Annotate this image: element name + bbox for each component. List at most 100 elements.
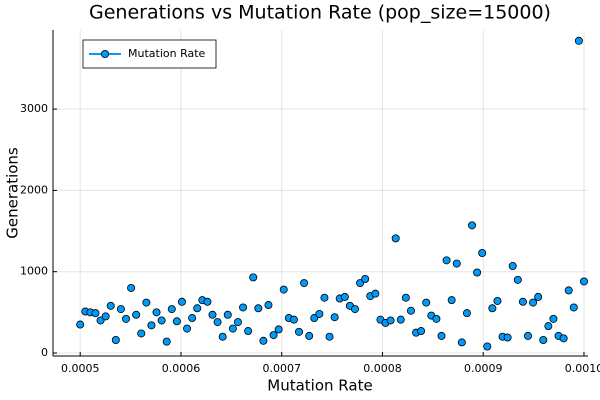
data-point [137, 329, 146, 338]
data-point [330, 313, 339, 322]
data-point [228, 324, 237, 333]
data-point [315, 309, 324, 318]
data-point [534, 292, 543, 301]
data-point [172, 317, 181, 326]
data-point [478, 248, 487, 257]
data-point [437, 331, 446, 340]
data-point [101, 312, 110, 321]
data-point [523, 331, 532, 340]
data-point [549, 314, 558, 323]
data-point [432, 314, 441, 323]
y-tick-label: 2000 [20, 183, 48, 196]
data-point [132, 310, 141, 319]
x-tick-label: 0.0008 [363, 362, 402, 375]
data-point [116, 305, 125, 314]
data-point [422, 298, 431, 307]
data-point [157, 316, 166, 325]
y-axis-label: Generations [4, 147, 22, 239]
data-point [340, 292, 349, 301]
data-point [183, 324, 192, 333]
data-point [508, 262, 517, 271]
data-point [468, 221, 477, 230]
data-point [295, 327, 304, 336]
data-point [305, 331, 314, 340]
data-point [274, 325, 283, 334]
data-point [121, 314, 130, 323]
data-point [147, 321, 156, 330]
legend-marker [101, 50, 110, 59]
data-point [203, 297, 212, 306]
data-point [579, 277, 588, 286]
data-point [544, 322, 553, 331]
data-point [361, 275, 370, 284]
data-point [503, 333, 512, 342]
chart-title: Generations vs Mutation Rate (pop_size=1… [89, 2, 551, 24]
data-point [371, 289, 380, 298]
data-point [325, 332, 334, 341]
data-point [488, 304, 497, 313]
data-point [569, 303, 578, 312]
data-point [106, 301, 115, 310]
data-point [91, 309, 100, 318]
data-point [574, 36, 583, 45]
data-point [539, 335, 548, 344]
y-tick-label: 3000 [20, 102, 48, 115]
data-point [244, 327, 253, 336]
data-point [350, 305, 359, 314]
data-point [264, 301, 273, 310]
data-point [473, 268, 482, 277]
data-point [300, 279, 309, 288]
y-tick-label: 1000 [20, 265, 48, 278]
data-point [457, 338, 466, 347]
data-point [386, 316, 395, 325]
data-point [513, 275, 522, 284]
data-point [111, 335, 120, 344]
data-point [483, 342, 492, 351]
data-point [188, 314, 197, 323]
data-point [452, 259, 461, 268]
x-tick-label: 0.0009 [464, 362, 503, 375]
x-tick-label: 0.0005 [61, 362, 100, 375]
data-point [289, 315, 298, 324]
data-point [564, 286, 573, 295]
data-point [152, 308, 161, 317]
data-point [279, 285, 288, 294]
data-point [249, 273, 258, 282]
data-point [320, 293, 329, 302]
data-point [223, 310, 232, 319]
data-point [269, 331, 278, 340]
legend: Mutation Rate [82, 39, 217, 69]
data-point [559, 334, 568, 343]
data-point [447, 296, 456, 305]
x-tick-label: 0.0006 [162, 362, 201, 375]
x-tick-label: 0.0007 [262, 362, 301, 375]
data-point [233, 318, 242, 327]
data-point [254, 304, 263, 313]
data-point [518, 297, 527, 306]
data-point [417, 327, 426, 336]
data-point [162, 337, 171, 346]
data-point [239, 303, 248, 312]
data-point [127, 283, 136, 292]
data-point [213, 318, 222, 327]
data-point [406, 306, 415, 315]
data-point [76, 320, 85, 329]
data-point [177, 297, 186, 306]
x-axis-label: Mutation Rate [267, 377, 372, 395]
data-point [391, 234, 400, 243]
data-point [259, 336, 268, 345]
x-tick-label: 0.0010 [565, 362, 600, 375]
data-point [462, 309, 471, 318]
data-point [167, 305, 176, 314]
data-point [396, 315, 405, 324]
data-point [193, 304, 202, 313]
y-tick-label: 0 [41, 346, 48, 359]
data-point [529, 298, 538, 307]
data-point [493, 296, 502, 305]
data-point [442, 256, 451, 265]
legend-label: Mutation Rate [128, 47, 206, 60]
data-point [401, 293, 410, 302]
data-point [142, 298, 151, 307]
data-point [208, 310, 217, 319]
